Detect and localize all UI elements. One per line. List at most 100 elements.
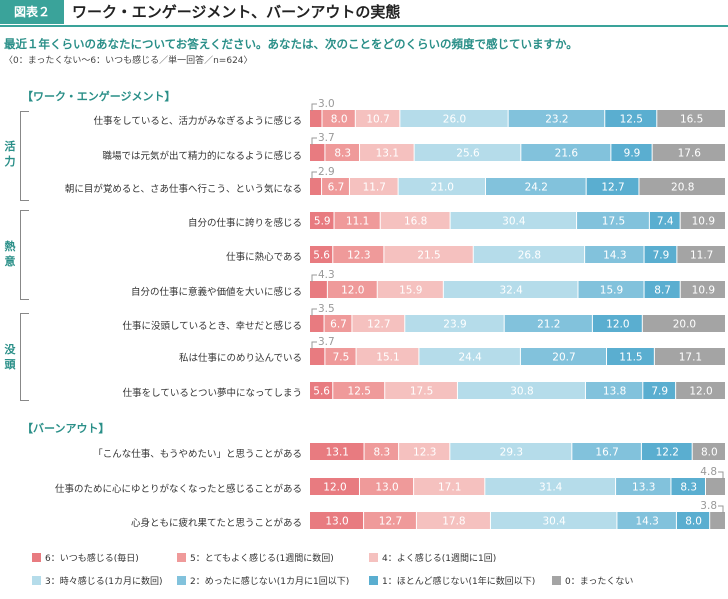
- bar-segment: [654, 348, 725, 365]
- bar-value-label: 23.2: [545, 114, 568, 126]
- bar-value-label: 21.2: [537, 319, 560, 331]
- bar-value-label: 4.3: [318, 269, 335, 281]
- bar-value-label: 3.0: [318, 98, 335, 110]
- bar-value-label: 29.3: [500, 447, 523, 459]
- bar-segment: [643, 382, 676, 399]
- legend-swatch: [177, 576, 186, 585]
- bar-value-label: 26.8: [518, 250, 541, 262]
- bar-segment: [457, 382, 585, 399]
- bar-segment: [639, 178, 725, 195]
- bar-value-label: 12.0: [689, 386, 712, 398]
- bar-value-label: 14.3: [635, 516, 658, 528]
- bar-segment: [310, 144, 325, 161]
- row-label: 仕事をしていると、活力がみなぎるように感じる: [93, 116, 302, 127]
- bar-segment: [680, 281, 725, 298]
- row-label: 自分の仕事に誇りを感じる: [187, 218, 302, 229]
- bar-segment: [310, 110, 322, 127]
- row-label: 自分の仕事に意義や価値を大いに感じる: [130, 287, 302, 298]
- bar-value-label: 7.9: [653, 250, 670, 262]
- row-label: 仕事に熱心である: [226, 252, 302, 263]
- bar-segment: [310, 315, 324, 332]
- legend-label: 3：時々感じる(1カ月に数回): [45, 577, 163, 587]
- bar-segment: [377, 281, 443, 298]
- bar-value-label: 21.5: [417, 250, 440, 262]
- bar-segment: [414, 478, 485, 495]
- bar-value-label: 8.3: [334, 148, 351, 160]
- bar-value-label: 17.5: [602, 216, 625, 228]
- bar-value-label: 26.0: [443, 114, 466, 126]
- bar-segment: [450, 443, 572, 460]
- bar-segment: [398, 178, 485, 195]
- legend-item: 3：時々感じる(1カ月に数回): [32, 574, 162, 587]
- legend-item: 4：よく感じる(1週間に1回): [369, 551, 496, 564]
- bar-value-label: 11.1: [346, 216, 369, 228]
- callout-leader: [718, 471, 724, 479]
- bar-value-label: 5.9: [314, 216, 331, 228]
- stacked-bar-chart: 3.0 8.0 10.7 26.0 23.2 12.5 16.5 3.7 8.3 13.1 25.6…: [310, 98, 725, 529]
- bar-segment: [676, 512, 710, 529]
- bar-segment: [400, 110, 508, 127]
- bar-segment: [450, 212, 577, 229]
- bar-segment: [310, 246, 333, 263]
- bar-value-label: 15.9: [399, 285, 422, 297]
- bar-value-label: 12.5: [348, 386, 371, 398]
- bar-value-label: 3.5: [318, 303, 335, 315]
- bar-value-label: 7.9: [651, 386, 668, 398]
- bar-value-label: 5.6: [313, 250, 330, 262]
- bar-segment: [644, 246, 677, 263]
- bar-value-label: 12.3: [413, 447, 436, 459]
- bar-value-label: 20.7: [552, 352, 575, 364]
- row-label: 心身ともに疲れ果てたと思うことがある: [130, 518, 302, 529]
- bar-segment: [310, 212, 334, 229]
- legend-swatch: [177, 553, 186, 562]
- bar-segment: [325, 348, 356, 365]
- bar-value-label: 21.0: [431, 182, 454, 194]
- bar-value-label: 2.9: [318, 166, 335, 178]
- bar-value-label: 12.2: [656, 447, 679, 459]
- bar-segment: [380, 212, 450, 229]
- bar-value-label: 16.8: [404, 216, 427, 228]
- bar-value-label: 12.5: [620, 114, 643, 126]
- bar-segment: [360, 144, 414, 161]
- bar-segment: [641, 443, 692, 460]
- bar-segment: [473, 246, 585, 263]
- bar-value-label: 30.4: [542, 516, 566, 528]
- bar-segment: [333, 246, 384, 263]
- legend-label: 0：まったくない: [565, 577, 634, 587]
- bar-segment: [325, 144, 360, 161]
- legend-swatch: [552, 576, 561, 585]
- bar-segment: [520, 348, 607, 365]
- bar-segment: [324, 315, 352, 332]
- bar-segment: [657, 110, 725, 127]
- bar-value-label: 8.0: [331, 114, 348, 126]
- bar-value-label: 4.8: [700, 466, 717, 478]
- survey-note: 〈0：まったくない〜6：いつも感じる／単一回答／n=624〉: [4, 56, 253, 66]
- row-label: 朝に目が覚めると、さあ仕事へ行こう、という気になる: [64, 184, 302, 195]
- bar-value-label: 12.7: [367, 319, 390, 331]
- bar-segment: [644, 281, 680, 298]
- bar-value-label: 14.3: [603, 250, 626, 262]
- bar-value-label: 3.8: [700, 500, 717, 512]
- legend-swatch: [32, 576, 41, 585]
- bar-segment: [399, 443, 450, 460]
- bar-segment: [310, 382, 333, 399]
- bar-value-label: 16.7: [595, 447, 618, 459]
- bar-segment: [443, 281, 578, 298]
- bar-segment: [385, 382, 457, 399]
- bar-value-label: 5.6: [313, 386, 330, 398]
- legend-swatch: [32, 553, 41, 562]
- bar-value-label: 8.3: [373, 447, 390, 459]
- bar-value-label: 20.8: [671, 182, 694, 194]
- section-title-burnout: 【バーンアウト】: [22, 422, 110, 435]
- bar-segment: [680, 212, 725, 229]
- bar-value-label: 3.7: [318, 336, 335, 348]
- bar-value-label: 30.4: [502, 216, 526, 228]
- bar-segment: [333, 382, 385, 399]
- bar-value-label: 8.3: [680, 482, 697, 494]
- bar-value-label: 24.4: [458, 352, 482, 364]
- callout-leader: [718, 505, 724, 513]
- bar-segment: [310, 281, 327, 298]
- bar-segment: [349, 178, 398, 195]
- bar-segment: [572, 443, 641, 460]
- row-label: 職場では元気が出て精力的になるように感じる: [102, 151, 302, 162]
